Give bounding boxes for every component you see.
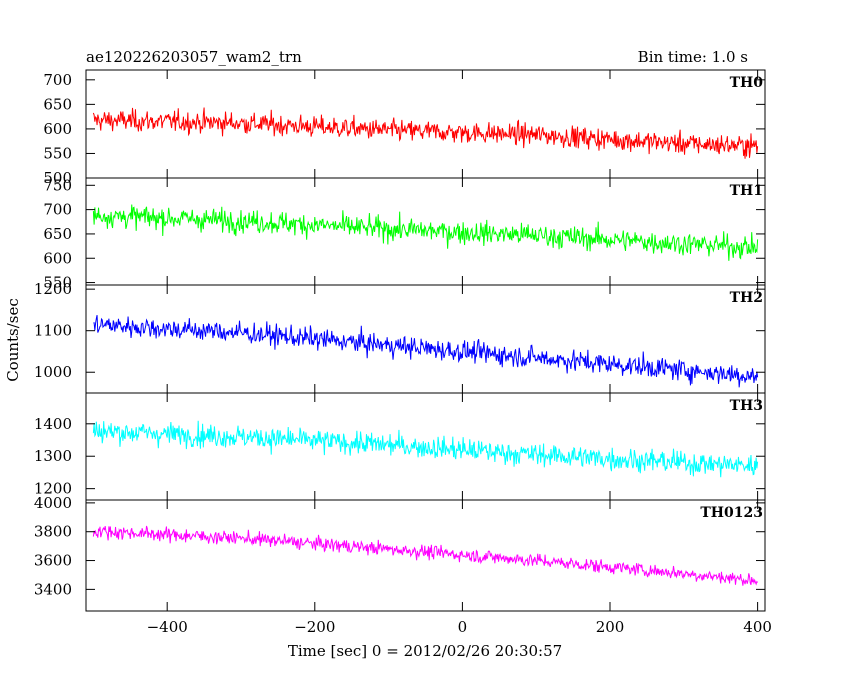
y-tick-label: 700 <box>43 201 72 219</box>
y-tick-label: 3400 <box>34 580 72 598</box>
panel-frame <box>85 284 766 394</box>
y-tick-label: 600 <box>43 120 72 138</box>
y-tick-label: 650 <box>43 95 72 113</box>
panel-label-th3: TH3 <box>730 398 763 414</box>
x-tick-label: −200 <box>294 618 335 636</box>
panel-label-th0123: TH0123 <box>700 505 763 521</box>
panel-th2: 1000 1100 1200 TH2 <box>34 280 766 394</box>
x-tick-label: −400 <box>147 618 188 636</box>
series-line-th0 <box>92 107 759 159</box>
y-tick-label: 750 <box>43 176 72 194</box>
chart-title: ae120226203057_wam2_trn <box>86 48 302 66</box>
y-tick-label: 3800 <box>34 523 72 541</box>
y-tick-label: 1000 <box>34 363 72 381</box>
x-tick-label: 0 <box>458 618 468 636</box>
x-axis-label: Time [sec] 0 = 2012/02/26 20:30:57 <box>288 642 562 660</box>
series-line-th3 <box>92 420 759 478</box>
panel-th0: 500 550 600 650 700 TH0 <box>43 69 766 187</box>
y-tick-label: 500 <box>43 169 72 187</box>
x-tick-label: 400 <box>743 618 772 636</box>
y-tick-label: 1100 <box>34 322 72 340</box>
panel-frame <box>85 177 766 286</box>
y-tick-label: 550 <box>43 144 72 162</box>
panel-th0123: 3400 3600 3800 4000 TH0123 <box>34 494 766 612</box>
panel-label-th1: TH1 <box>730 183 763 199</box>
y-tick-label: 1200 <box>34 480 72 498</box>
panel-th1: 550 600 650 700 750 TH1 <box>43 176 766 292</box>
panel-label-th2: TH2 <box>730 290 763 306</box>
y-tick-label: 1400 <box>34 415 72 433</box>
panels-group: 500 550 600 650 700 TH0 550 600 650 700 750 TH1 1000… <box>34 69 772 636</box>
series-line-th2 <box>93 315 759 388</box>
y-tick-label: 3600 <box>34 552 72 570</box>
y-tick-label: 700 <box>43 71 72 89</box>
y-tick-label: 550 <box>43 274 72 292</box>
panel-frame <box>85 499 766 612</box>
bin-time-label: Bin time: 1.0 s <box>638 48 748 66</box>
y-tick-label: 600 <box>43 249 72 267</box>
panel-label-th0: TH0 <box>730 75 764 91</box>
y-axis-label: Counts/sec <box>4 298 22 382</box>
y-tick-label: 1300 <box>34 447 72 465</box>
panel-th3: 1200 1300 1400 TH3 <box>34 392 766 501</box>
y-tick-label: 1200 <box>34 280 72 298</box>
y-tick-label: 4000 <box>34 494 72 512</box>
x-tick-label: 200 <box>596 618 625 636</box>
series-line-th0123 <box>92 525 758 586</box>
y-tick-label: 650 <box>43 225 72 243</box>
series-line-th1 <box>92 204 759 261</box>
